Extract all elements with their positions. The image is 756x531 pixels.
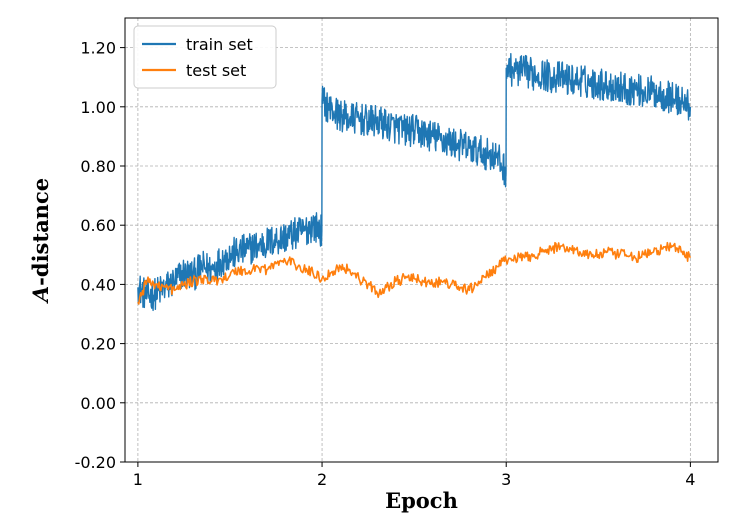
plot-frame <box>124 17 719 463</box>
series-lines <box>137 52 692 312</box>
y-axis-label-symbol: A <box>28 286 53 304</box>
y-axis: -0.20 0.00 0.20 0.40 0.60 0.80 1.00 1.20 <box>75 39 125 472</box>
x-axis-label: Epoch <box>385 488 458 513</box>
x-axis: 1 2 3 4 <box>133 462 695 489</box>
y-tick-label: 0.80 <box>80 157 116 176</box>
y-axis-label-text: -distance <box>28 178 53 286</box>
y-axis-label: A-distance <box>28 178 53 304</box>
y-tick-label: 0.20 <box>80 335 116 354</box>
x-tick-label: 1 <box>133 470 143 489</box>
y-tick-label: -0.20 <box>75 453 116 472</box>
legend: train set test set <box>133 25 277 89</box>
x-tick-label: 4 <box>685 470 695 489</box>
legend-label-train-set: train set <box>186 35 253 54</box>
y-axis-label-group: A-distance <box>28 178 53 304</box>
legend-label-test-set: test set <box>186 61 246 80</box>
y-tick-label: 0.00 <box>80 394 116 413</box>
x-tick-label: 2 <box>317 470 327 489</box>
y-tick-label: 1.00 <box>80 98 116 117</box>
x-tick-label: 3 <box>501 470 511 489</box>
series-line-train-set <box>137 52 692 312</box>
y-tick-label: 0.60 <box>80 216 116 235</box>
series-line-test-set <box>137 241 692 305</box>
legend-box <box>133 25 277 89</box>
y-tick-label: 0.40 <box>80 275 116 294</box>
y-tick-label: 1.20 <box>80 39 116 58</box>
